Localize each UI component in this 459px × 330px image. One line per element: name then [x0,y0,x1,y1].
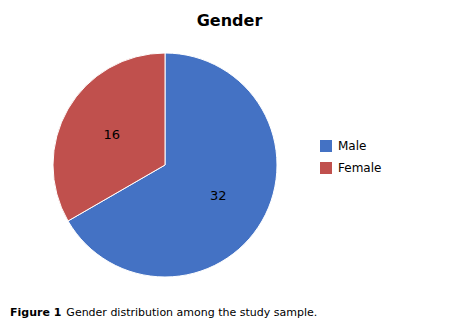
annotation: Gender distribution among the study samp… [66,306,317,319]
legend-item: Female [320,161,381,175]
legend-label: Female [338,161,381,175]
title: Gender [197,11,263,30]
legend-label: Male [338,139,366,153]
pie [53,53,277,277]
legend-swatch [320,162,332,174]
annotation: Figure 1 [10,306,61,319]
slice [53,53,165,221]
data-label: 16 [103,127,120,142]
legend-swatch [320,140,332,152]
data-label: 32 [210,188,227,203]
data-labels: 32 16 [103,127,226,204]
caption: Figure 1 Gender distribution among the st… [10,306,317,319]
legend: Male Female [320,139,381,175]
chart: Gender 32 16 Male Female Figure 1 Gender distr… [0,0,459,330]
legend-item: Male [320,139,366,153]
